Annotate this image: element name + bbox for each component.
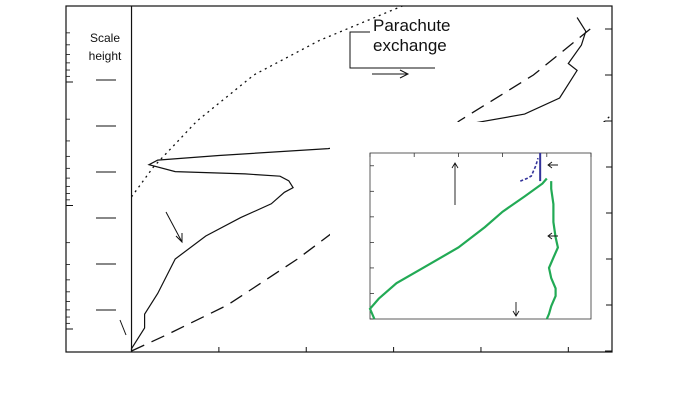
- inset-down-arrow: [512, 302, 520, 317]
- series-line-model-wind-dotted-left-: [130, 6, 405, 198]
- series-line-gbt: [130, 17, 587, 351]
- inset-disr-arrow: [547, 232, 558, 240]
- gbt-arrow-line: [165, 211, 183, 243]
- inset-series-disr: [545, 181, 560, 320]
- plot-frame: [65, 5, 613, 353]
- inset-series-disr-azimuth-track-: [368, 177, 548, 320]
- inset-up-arrow: [451, 162, 459, 205]
- annotation-parachute-exchange: Parachute exchange: [373, 16, 451, 55]
- inset-background: [330, 122, 606, 346]
- inset-chart: [330, 122, 606, 346]
- parachute-exchange-arrowhead: [399, 69, 410, 79]
- parachute-exchange-bracket: [349, 31, 435, 69]
- inset-dwe-arrow: [547, 161, 558, 169]
- inset-frame: [369, 152, 592, 320]
- scale-height-label: Scale height: [89, 31, 122, 63]
- inset-series-dwe: [520, 157, 539, 182]
- gbt-arrowhead: [175, 233, 183, 244]
- parkes-arrow-line: [119, 319, 127, 336]
